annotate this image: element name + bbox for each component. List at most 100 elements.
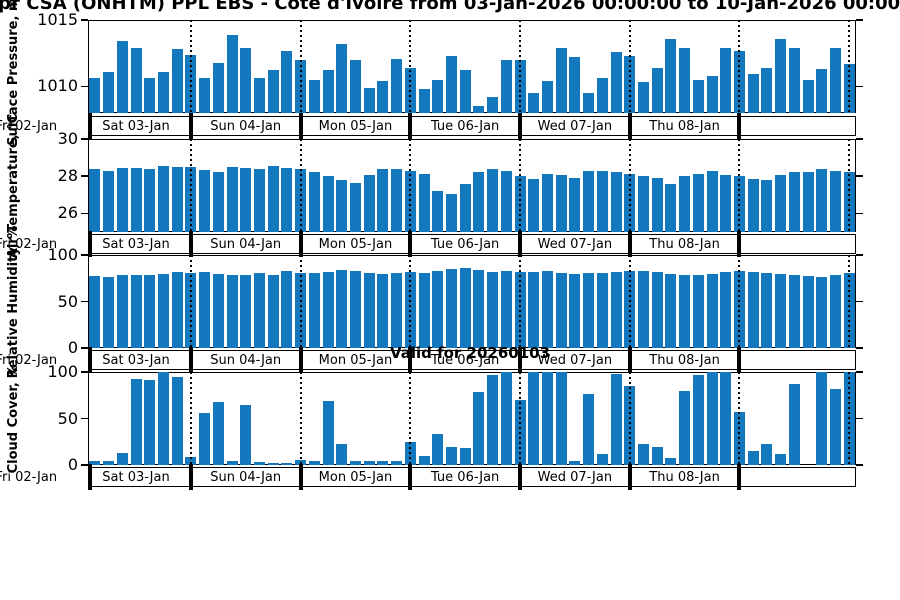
air-temperature-bar: [788, 172, 800, 232]
tick-mark: [81, 254, 88, 256]
air-temperature-bar: [459, 183, 471, 232]
surface-pressure-bar: [802, 79, 814, 113]
cloud-cover-bar: [583, 394, 595, 465]
day-boundary-tick: [188, 113, 193, 139]
cloud-cover-bar: [610, 373, 622, 465]
day-boundary-line: [848, 139, 851, 232]
relative-humidity-bar: [761, 272, 773, 348]
relative-humidity-bar: [487, 271, 499, 348]
surface-pressure-bar: [775, 38, 787, 113]
surface-pressure-bar: [555, 47, 567, 113]
air-temperature-bar: [253, 168, 265, 232]
air-temperature-bar: [103, 170, 115, 232]
air-temperature-bar: [487, 168, 499, 232]
tick-mark: [81, 175, 88, 177]
day-boundary-tick: [627, 231, 632, 257]
air-temperature-bar: [816, 168, 828, 232]
day-boundary-line: [299, 20, 302, 113]
relative-humidity-ytick-label: 0: [67, 338, 78, 357]
relative-humidity-bar: [720, 271, 732, 348]
cloud-cover-bar: [473, 392, 485, 465]
day-boundary-tick: [518, 231, 522, 257]
cloud-cover-ytick-label: 100: [47, 362, 78, 381]
surface-pressure-bar: [432, 79, 444, 113]
cloud-cover-bar: [308, 461, 320, 465]
surface-pressure-bar: [363, 87, 375, 113]
air-temperature-ytick-label: 28: [57, 166, 78, 186]
air-temperature-bar: [349, 182, 361, 232]
relative-humidity-bar: [349, 270, 361, 348]
day-boundary-tick: [87, 113, 92, 139]
cloud-cover-bar: [596, 453, 608, 465]
day-boundary-tick: [87, 347, 92, 373]
tick-mark: [81, 19, 88, 21]
tick-mark: [856, 19, 863, 21]
surface-pressure-bar: [747, 74, 759, 113]
day-boundary-line: [628, 20, 631, 113]
day-label: Mon 05-Jan: [318, 353, 393, 368]
relative-humidity-bar: [829, 274, 841, 348]
surface-pressure-bar: [720, 47, 732, 113]
tick-mark: [856, 175, 863, 177]
air-temperature-bar: [432, 191, 444, 232]
cloud-cover-bar: [706, 372, 718, 465]
cloud-cover-bar: [761, 443, 773, 465]
cloud-cover-bar: [775, 453, 787, 465]
air-temperature-bar: [418, 174, 430, 232]
day-boundary-tick: [188, 347, 193, 373]
cloud-cover-bar: [651, 447, 663, 465]
cloud-cover-bar: [665, 457, 677, 465]
day-label: Sat 03-Jan: [102, 119, 170, 134]
day-boundary-line: [738, 20, 741, 113]
day-boundary-tick: [298, 231, 303, 257]
cloud-cover-bar: [226, 461, 238, 465]
day-boundary-tick: [518, 464, 522, 490]
air-temperature-bar: [528, 178, 540, 232]
day-boundary-line: [409, 372, 412, 465]
relative-humidity-bar: [322, 271, 334, 348]
relative-humidity-bar: [583, 272, 595, 348]
relative-humidity-bar: [692, 274, 704, 348]
air-temperature-bar: [226, 166, 238, 232]
air-temperature-bar: [706, 170, 718, 232]
day-label: Wed 07-Jan: [537, 470, 613, 485]
day-boundary-tick: [737, 464, 742, 490]
surface-pressure-bar: [199, 78, 211, 113]
tick-mark: [81, 347, 88, 349]
day-boundary-line: [299, 372, 302, 465]
day-label: Fri 02-Jan: [0, 119, 58, 134]
air-temperature-bar: [775, 175, 787, 232]
surface-pressure-bar: [459, 70, 471, 113]
air-temperature-bar: [363, 175, 375, 232]
cloud-cover-bar: [130, 378, 142, 465]
air-temperature-bar: [377, 168, 389, 232]
tick-mark: [81, 85, 88, 88]
air-temperature-bar: [240, 167, 252, 232]
relative-humidity-bar: [528, 271, 540, 348]
air-temperature-bar: [281, 167, 293, 232]
day-boundary-line: [409, 139, 412, 232]
air-temperature-bar: [308, 172, 320, 232]
surface-pressure-bar: [377, 81, 389, 113]
surface-pressure-bar: [89, 78, 101, 113]
relative-humidity-bar: [788, 275, 800, 348]
surface-pressure-ytick-label: 1015: [37, 10, 78, 29]
relative-humidity-ytick-label: 50: [57, 291, 78, 311]
cloud-cover-bar: [89, 461, 101, 465]
tick-mark: [81, 464, 88, 466]
surface-pressure-bar: [445, 55, 457, 113]
tick-mark: [81, 212, 88, 215]
day-label: Mon 05-Jan: [318, 119, 393, 134]
air-temperature-bar: [555, 175, 567, 232]
day-boundary-tick: [298, 113, 303, 139]
chart-title: ipr CSA (ONHTM) PPL EBS - Cote d'Ivoire …: [0, 0, 900, 14]
surface-pressure-bar: [253, 78, 265, 113]
cloud-cover-bar: [157, 372, 169, 465]
cloud-cover-bar: [281, 463, 293, 465]
day-boundary-line: [519, 372, 521, 465]
surface-pressure-ytick-label: 1010: [37, 76, 78, 96]
cloud-cover-bar: [692, 374, 704, 465]
day-label: Tue 06-Jan: [430, 237, 500, 252]
relative-humidity-bar: [747, 271, 759, 348]
